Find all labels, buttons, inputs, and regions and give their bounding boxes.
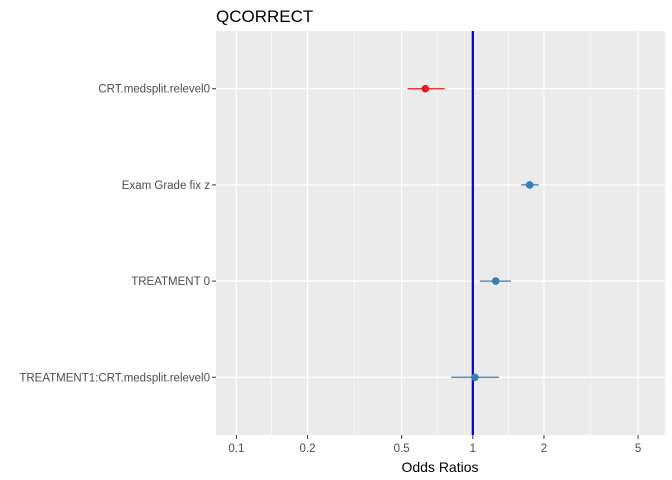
y-tick-label: CRT.medsplit.relevel0 (98, 84, 210, 96)
data-marks (407, 84, 539, 382)
point-estimate (525, 181, 534, 189)
y-tick-label: TREATMENT1:CRT.medsplit.relevel0 (19, 372, 210, 384)
x-tick-label: 0.5 (394, 443, 410, 455)
y-axis: CRT.medsplit.relevel0 Exam Grade fix z TRE… (19, 84, 216, 384)
minor-gridlines (271, 31, 592, 435)
x-axis: 0.1 0.2 0.5 1 2 5 (228, 435, 641, 455)
chart-title: QCORRECT (216, 7, 313, 26)
major-gridlines (216, 31, 665, 435)
x-tick-label: 1 (470, 443, 476, 455)
x-tick-label: 5 (635, 443, 641, 455)
point-estimate (421, 84, 430, 93)
x-tick-label: 0.1 (228, 443, 244, 455)
y-tick-label: TREATMENT 0 (131, 276, 210, 288)
point-estimate (471, 373, 479, 382)
x-tick-label: 2 (541, 443, 547, 455)
x-tick-label: 0.2 (300, 443, 316, 455)
point-estimate (491, 277, 500, 285)
plot-panel (216, 31, 665, 435)
x-axis-label: Odds Ratios (401, 459, 478, 475)
y-tick-label: Exam Grade fix z (122, 180, 210, 192)
